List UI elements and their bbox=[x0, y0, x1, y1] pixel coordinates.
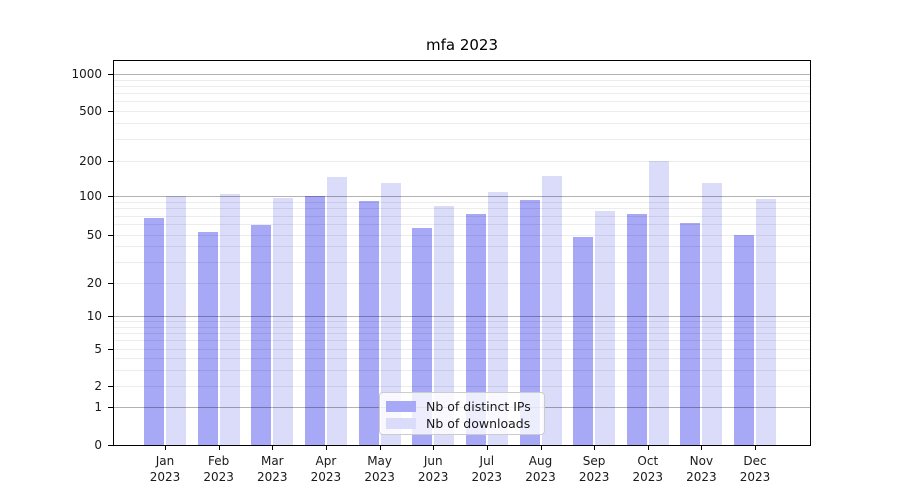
x-axis-tick bbox=[165, 445, 166, 450]
bar-distinct-ips bbox=[197, 232, 218, 445]
bar-distinct-ips bbox=[465, 213, 486, 445]
x-axis-tick-label: Oct 2023 bbox=[632, 454, 664, 484]
legend-item-label: Nb of distinct IPs bbox=[426, 399, 531, 414]
x-axis-tick-label: Jul 2023 bbox=[471, 454, 503, 484]
x-axis-tick-label: Jan 2023 bbox=[149, 454, 181, 484]
x-axis-tick-label: Apr 2023 bbox=[310, 454, 342, 484]
bar-downloads bbox=[487, 192, 508, 445]
bar-distinct-ips bbox=[144, 218, 164, 445]
bar-downloads bbox=[166, 196, 186, 445]
y-axis-tick bbox=[108, 111, 114, 112]
y-axis-tick-label: 1000 bbox=[71, 67, 102, 81]
x-axis-tick-label: Aug 2023 bbox=[525, 454, 556, 484]
x-axis-tick bbox=[486, 445, 488, 450]
x-axis-tick bbox=[755, 445, 756, 450]
bar-distinct-ips bbox=[304, 195, 325, 445]
y-axis-tick-label: 10 bbox=[86, 309, 102, 323]
x-axis-tick bbox=[647, 445, 649, 450]
bar-downloads bbox=[326, 176, 347, 445]
y-axis-tick bbox=[108, 161, 114, 162]
y-axis-tick bbox=[108, 407, 114, 408]
bar-layer bbox=[114, 61, 810, 445]
x-axis-tick bbox=[433, 445, 435, 450]
y-axis-tick-label: 5 bbox=[94, 342, 102, 356]
bar-downloads bbox=[434, 205, 455, 445]
y-axis-tick bbox=[108, 316, 114, 317]
legend-swatch bbox=[386, 418, 416, 429]
y-axis-tick bbox=[108, 196, 114, 197]
plot-area: Nb of distinct IPs Nb of downloads 0 1 2 5 10… bbox=[71, 60, 811, 484]
x-axis-tick bbox=[594, 445, 596, 450]
x-axis-tick bbox=[272, 445, 274, 450]
y-axis-tick bbox=[108, 234, 114, 236]
bar-downloads bbox=[595, 211, 616, 445]
bar-distinct-ips bbox=[680, 222, 701, 445]
y-axis-tick-label: 20 bbox=[86, 276, 102, 290]
x-axis-tick-label: Nov 2023 bbox=[686, 454, 717, 484]
bar-downloads bbox=[756, 198, 776, 445]
bar-downloads bbox=[648, 161, 669, 445]
x-axis-tick bbox=[540, 445, 542, 450]
x-axis-tick bbox=[379, 445, 381, 450]
bar-downloads bbox=[380, 182, 401, 445]
y-axis-tick-label: 2 bbox=[94, 379, 102, 393]
chart-title: mfa 2023 bbox=[425, 36, 499, 54]
y-axis-tick bbox=[108, 386, 114, 387]
bar-downloads bbox=[702, 182, 723, 445]
bar-downloads bbox=[273, 198, 294, 445]
y-axis-tick-label: 500 bbox=[79, 104, 102, 118]
bar-distinct-ips bbox=[734, 234, 754, 445]
legend-item: Nb of distinct IPs bbox=[386, 398, 538, 415]
x-axis-tick-label: Mar 2023 bbox=[257, 454, 288, 484]
bar-downloads bbox=[219, 193, 240, 445]
bar-distinct-ips bbox=[519, 200, 540, 445]
y-axis-tick bbox=[108, 349, 114, 350]
x-axis-tick-label: May 2023 bbox=[364, 454, 395, 484]
y-axis-tick-label: 0 bbox=[94, 438, 102, 452]
y-axis-tick-label: 50 bbox=[86, 227, 102, 242]
y-axis-tick-label: 200 bbox=[79, 154, 102, 168]
y-axis-tick bbox=[108, 74, 114, 75]
x-axis-tick-label: Jun 2023 bbox=[417, 454, 449, 484]
y-axis-tick-label: 100 bbox=[79, 189, 102, 203]
x-axis-tick-label: Sep 2023 bbox=[578, 454, 610, 484]
x-axis-tick bbox=[701, 445, 703, 450]
bar-distinct-ips bbox=[412, 228, 433, 445]
legend-item: Nb of downloads bbox=[386, 415, 538, 432]
legend: Nb of distinct IPs Nb of downloads bbox=[379, 392, 545, 435]
y-axis-tick-label: 1 bbox=[94, 400, 102, 414]
x-axis-tick bbox=[218, 445, 220, 450]
bar-distinct-ips bbox=[573, 236, 594, 445]
legend-swatch bbox=[386, 401, 416, 412]
x-axis-tick-label: Dec 2023 bbox=[739, 454, 771, 484]
bar-distinct-ips bbox=[358, 200, 379, 445]
x-axis-tick-label: Feb 2023 bbox=[203, 454, 234, 484]
bar-distinct-ips bbox=[251, 225, 272, 445]
bar-downloads bbox=[541, 175, 562, 445]
bar-distinct-ips bbox=[626, 213, 647, 445]
y-axis-tick bbox=[108, 283, 114, 284]
x-axis-tick bbox=[325, 445, 327, 450]
y-axis-tick bbox=[108, 445, 114, 446]
legend-item-label: Nb of downloads bbox=[426, 416, 531, 431]
